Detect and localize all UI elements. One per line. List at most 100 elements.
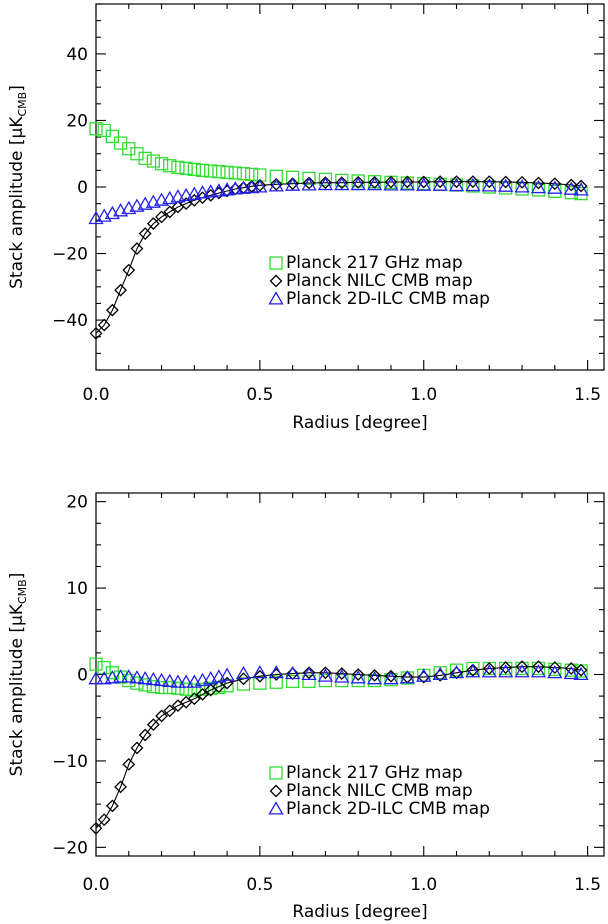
- data-point: [515, 660, 529, 674]
- data-point: [219, 667, 235, 681]
- data-point: [170, 674, 186, 688]
- data-point: [482, 180, 496, 194]
- data-point: [245, 167, 259, 182]
- data-point: [573, 666, 589, 681]
- data-point: [514, 664, 530, 678]
- data-point: [162, 673, 178, 687]
- data-point: [383, 177, 399, 191]
- data-point: [334, 176, 350, 191]
- legend-label: Planck 217 GHz map: [286, 253, 463, 273]
- data-point: [253, 676, 267, 690]
- data-point: [302, 674, 316, 689]
- legend-label: Planck 217 GHz map: [286, 763, 463, 783]
- data-point: [89, 326, 103, 340]
- data-point: [384, 669, 398, 683]
- data-point: [466, 663, 480, 677]
- data-point: [204, 164, 218, 178]
- data-point: [104, 670, 121, 684]
- data-point: [351, 175, 365, 189]
- data-point: [466, 175, 480, 189]
- data-point: [548, 184, 562, 198]
- y-tick-label: 10: [66, 579, 88, 599]
- y-axis-title-main: Stack amplitude [μK: [7, 603, 27, 776]
- data-point: [122, 263, 136, 277]
- data-point: [531, 183, 546, 197]
- data-point: [335, 176, 349, 190]
- data-point: [129, 670, 145, 684]
- data-point: [416, 668, 432, 682]
- data-point: [105, 666, 120, 680]
- data-point: [465, 664, 481, 678]
- data-point: [146, 679, 161, 694]
- data-point: [515, 182, 529, 196]
- data-point: [211, 183, 227, 197]
- data-point: [498, 664, 514, 678]
- data-point: [130, 741, 144, 755]
- data-point: [269, 169, 283, 184]
- data-point: [499, 175, 513, 189]
- y-tick-label: −20: [52, 245, 88, 265]
- y-tick-label: 20: [66, 111, 88, 131]
- data-point: [547, 664, 563, 679]
- data-point: [195, 682, 210, 696]
- data-point: [547, 180, 563, 194]
- data-point: [530, 664, 547, 678]
- data-point: [89, 122, 103, 136]
- data-point: [171, 681, 185, 695]
- series-triangle: [88, 664, 589, 688]
- data-point: [170, 189, 186, 203]
- data-point: [89, 821, 103, 835]
- data-point: [285, 674, 300, 689]
- data-point: [112, 669, 129, 683]
- series-square: [89, 122, 588, 201]
- x-axis-title: Radius [degree]: [292, 413, 427, 433]
- data-point: [515, 175, 529, 189]
- data-point: [285, 665, 301, 680]
- data-point: [121, 669, 137, 683]
- data-point: [334, 669, 350, 683]
- data-point: [97, 318, 111, 332]
- y-axis-title-subscript: CMB: [16, 579, 29, 604]
- data-point: [235, 665, 252, 680]
- data-point: [268, 178, 284, 192]
- data-point: [89, 657, 103, 671]
- x-tick-label: 1.5: [574, 385, 601, 405]
- data-point: [220, 676, 234, 690]
- top-panel: 0.0 0.5 1.0 1.5 −40 −20 0 20 40 Radius [degree] St…: [7, 3, 605, 433]
- data-point: [171, 160, 185, 175]
- data-point: [179, 682, 193, 696]
- y-tick-label: −20: [52, 838, 88, 858]
- legend-label: Planck NILC CMB map: [286, 271, 473, 291]
- data-point: [154, 680, 169, 695]
- data-point: [268, 664, 284, 679]
- data-point: [88, 671, 104, 685]
- data-point: [187, 692, 201, 706]
- data-point: [97, 813, 111, 827]
- data-point: [122, 142, 136, 156]
- data-point: [399, 670, 415, 684]
- data-point: [466, 661, 480, 676]
- y-tick-label: −40: [52, 311, 88, 331]
- data-point: [499, 661, 513, 675]
- data-point: [163, 205, 177, 219]
- data-point: [350, 670, 366, 684]
- data-point: [179, 161, 193, 176]
- data-point: [574, 663, 588, 677]
- data-point: [196, 687, 209, 701]
- y-tick-label: 0: [77, 666, 88, 686]
- data-point: [96, 671, 112, 685]
- data-point: [122, 757, 136, 771]
- data-point: [319, 666, 332, 680]
- legend-label: Planck 2D-ILC CMB map: [286, 799, 490, 819]
- data-point: [138, 151, 152, 166]
- data-point: [548, 661, 562, 675]
- data-point: [130, 242, 144, 255]
- data-point: [335, 673, 349, 688]
- x-tick-label: 0.5: [246, 385, 273, 405]
- legend-marker: [269, 784, 283, 798]
- data-point: [203, 184, 219, 198]
- data-point: [574, 179, 588, 193]
- data-point: [368, 668, 381, 682]
- data-point: [433, 175, 447, 189]
- y-axis-title-close: ]: [7, 85, 27, 92]
